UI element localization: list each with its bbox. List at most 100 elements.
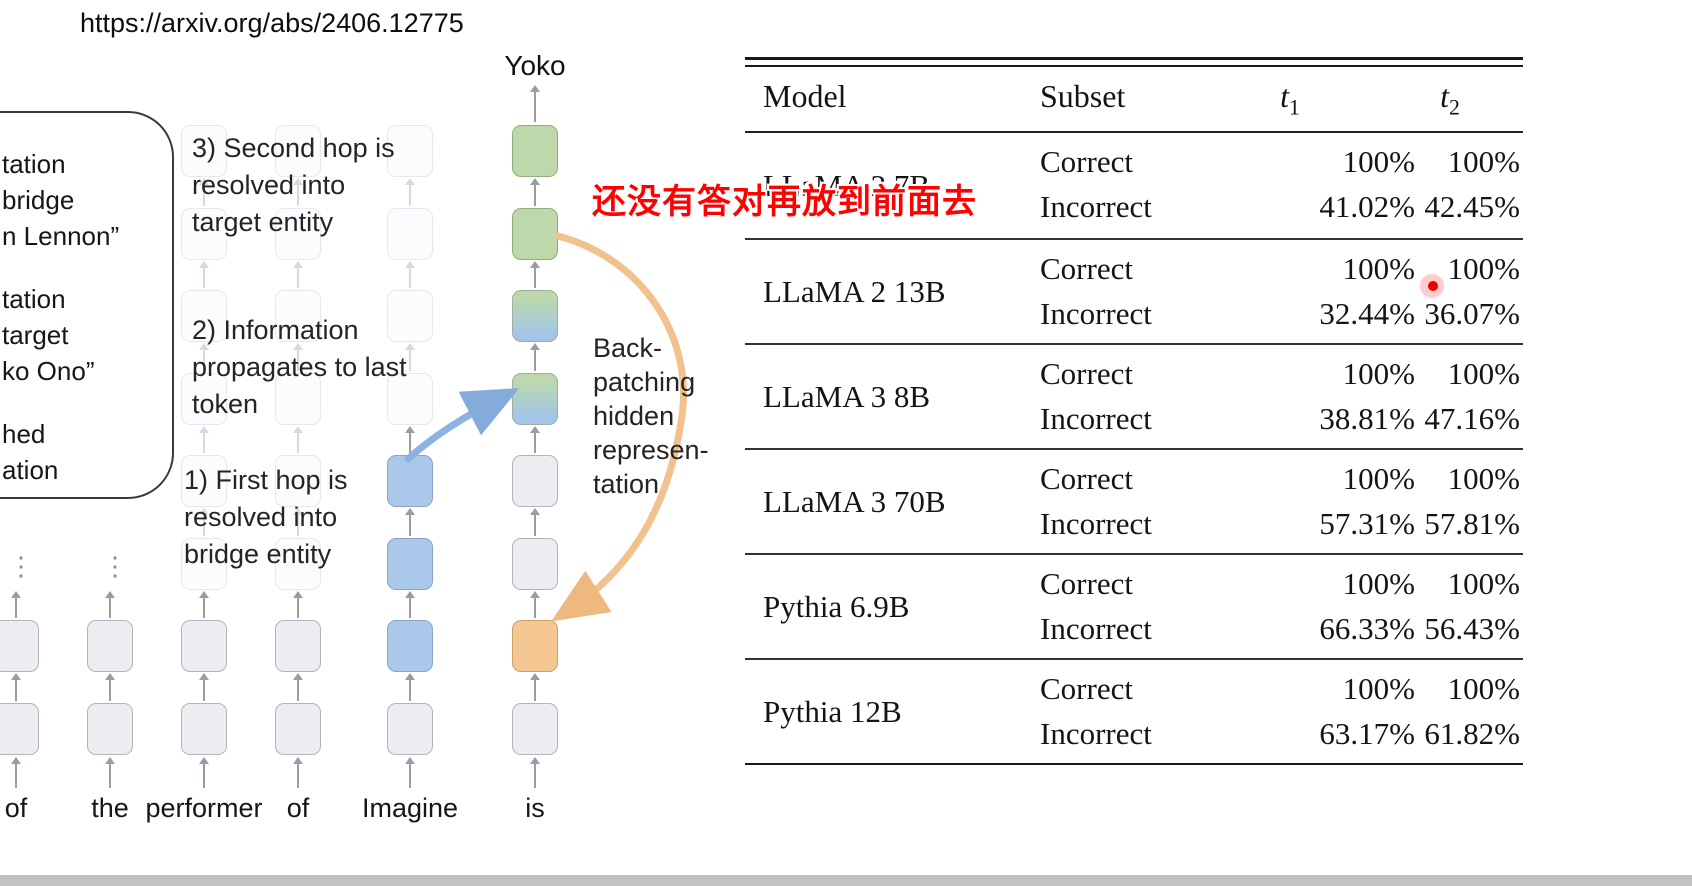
flow-arrow bbox=[529, 673, 541, 701]
subset-cell: Correct Incorrect bbox=[1040, 139, 1152, 229]
flow-arrow bbox=[404, 426, 416, 453]
t2-cell: 100% 47.16% bbox=[1424, 351, 1520, 441]
flow-arrow bbox=[529, 178, 541, 206]
diagram-box bbox=[387, 208, 433, 260]
diagram-box bbox=[181, 703, 227, 755]
table-top-rule bbox=[745, 57, 1523, 67]
arrowhead bbox=[199, 178, 209, 185]
arrow-shaft bbox=[297, 349, 299, 371]
arrowhead bbox=[530, 757, 540, 764]
model-cell: LLaMA 2 13B bbox=[763, 273, 946, 309]
table-bottom-rule bbox=[745, 763, 1523, 765]
t2-value: 61.82% bbox=[1424, 716, 1520, 751]
flow-arrow bbox=[198, 426, 210, 453]
t1-value: 100% bbox=[1342, 144, 1415, 179]
subset-line: Incorrect bbox=[1040, 611, 1152, 646]
table-header: Model Subset t1 t2 bbox=[745, 62, 1523, 131]
flow-arrow bbox=[198, 343, 210, 371]
t2-value: 57.81% bbox=[1424, 506, 1520, 541]
arrowhead bbox=[11, 757, 21, 764]
table-row-group: LLaMA 3 70B Correct Incorrect 100% 57.31% 100… bbox=[745, 448, 1523, 553]
t2-value: 36.07% bbox=[1424, 296, 1520, 331]
subset-line: Incorrect bbox=[1040, 506, 1152, 541]
table-row-group: Pythia 12B Correct Incorrect 100% 63.17% 100%… bbox=[745, 658, 1523, 763]
annotation-step3: 3) Second hop is resolved into target en… bbox=[192, 133, 395, 237]
arrow-shaft bbox=[534, 763, 536, 788]
results-table: Model Subset t1 t2 LLaMA 2 7B Correct Inco… bbox=[745, 0, 1525, 780]
flow-arrow bbox=[198, 178, 210, 206]
annotation-step2: 2) Information propagates to last token bbox=[192, 315, 407, 419]
arrowhead bbox=[199, 591, 209, 598]
flow-arrow bbox=[292, 591, 304, 618]
subset-line: Correct bbox=[1040, 671, 1133, 706]
t2-cell: 100% 42.45% bbox=[1424, 139, 1520, 229]
flow-arrow bbox=[198, 508, 210, 536]
t2-value: 100% bbox=[1447, 671, 1520, 706]
output-label: Yoko bbox=[504, 50, 566, 81]
flow-arrow bbox=[529, 343, 541, 371]
arrow-shaft bbox=[109, 597, 111, 618]
diagram-box bbox=[275, 290, 321, 342]
arrow-shaft bbox=[297, 597, 299, 618]
flow-arrow bbox=[104, 757, 116, 788]
t1-cell: 100% 38.81% bbox=[1319, 351, 1415, 441]
flow-arrow bbox=[404, 343, 416, 371]
diagram-box bbox=[181, 373, 227, 425]
window-edge-strip bbox=[0, 875, 1692, 886]
token-label: the bbox=[91, 793, 129, 823]
diagram-box bbox=[275, 538, 321, 590]
subset-line: Correct bbox=[1040, 461, 1133, 496]
arrow-shaft bbox=[203, 597, 205, 618]
arrow-shaft bbox=[534, 184, 536, 206]
t2-symbol: t bbox=[1440, 78, 1450, 114]
subset-line: Incorrect bbox=[1040, 189, 1152, 224]
arrowhead bbox=[105, 757, 115, 764]
flow-arrow bbox=[198, 673, 210, 701]
legend-clipped-text: tation bridge n Lennon” tation target ko Ono”… bbox=[2, 146, 119, 488]
diagram-box bbox=[0, 703, 39, 755]
model-cell: Pythia 6.9B bbox=[763, 588, 910, 624]
diagram-box bbox=[275, 703, 321, 755]
flow-arrow bbox=[292, 508, 304, 536]
annotation-red-note: 还没有答对再放到前面去 bbox=[592, 183, 977, 221]
arrow-shaft bbox=[409, 432, 411, 453]
backpatching-label: Back- patching hidden represen- tation bbox=[593, 333, 709, 499]
arrow-shaft bbox=[203, 184, 205, 206]
arrow-shaft bbox=[15, 679, 17, 701]
arrow-shaft bbox=[534, 514, 536, 536]
t2-cell: 100% 36.07% bbox=[1424, 246, 1520, 336]
subset-cell: Correct Incorrect bbox=[1040, 666, 1152, 756]
arrow-shaft bbox=[409, 763, 411, 788]
flow-arrow bbox=[529, 508, 541, 536]
arrow-shaft bbox=[534, 597, 536, 618]
arrowhead bbox=[530, 673, 540, 680]
diagram-box bbox=[387, 290, 433, 342]
t1-value: 57.31% bbox=[1319, 506, 1415, 541]
legend-text-fragment: tation bbox=[2, 284, 66, 314]
t1-symbol: t bbox=[1280, 78, 1290, 114]
t1-value: 100% bbox=[1342, 461, 1415, 496]
subset-cell: Correct Incorrect bbox=[1040, 456, 1152, 546]
diagram-box bbox=[387, 125, 433, 177]
diagram-box bbox=[181, 455, 227, 507]
diagram-box bbox=[275, 208, 321, 260]
flow-arrow bbox=[529, 426, 541, 453]
diagram-box bbox=[387, 703, 433, 755]
arrowhead bbox=[293, 591, 303, 598]
table-row-group: Pythia 6.9B Correct Incorrect 100% 66.33% 100… bbox=[745, 553, 1523, 658]
subset-cell: Correct Incorrect bbox=[1040, 246, 1152, 336]
diagram-box bbox=[181, 208, 227, 260]
token-label: of bbox=[4, 793, 28, 823]
arrowhead bbox=[293, 261, 303, 268]
t1-value: 100% bbox=[1342, 251, 1415, 286]
flow-arrow bbox=[404, 757, 416, 788]
t1-cell: 100% 63.17% bbox=[1319, 666, 1415, 756]
arrow-shaft bbox=[534, 267, 536, 288]
arrowhead bbox=[199, 343, 209, 350]
arrowhead bbox=[199, 261, 209, 268]
arrowhead bbox=[530, 85, 540, 92]
arrowhead bbox=[199, 757, 209, 764]
arrow-shaft bbox=[203, 349, 205, 371]
diagram-box bbox=[387, 620, 433, 672]
